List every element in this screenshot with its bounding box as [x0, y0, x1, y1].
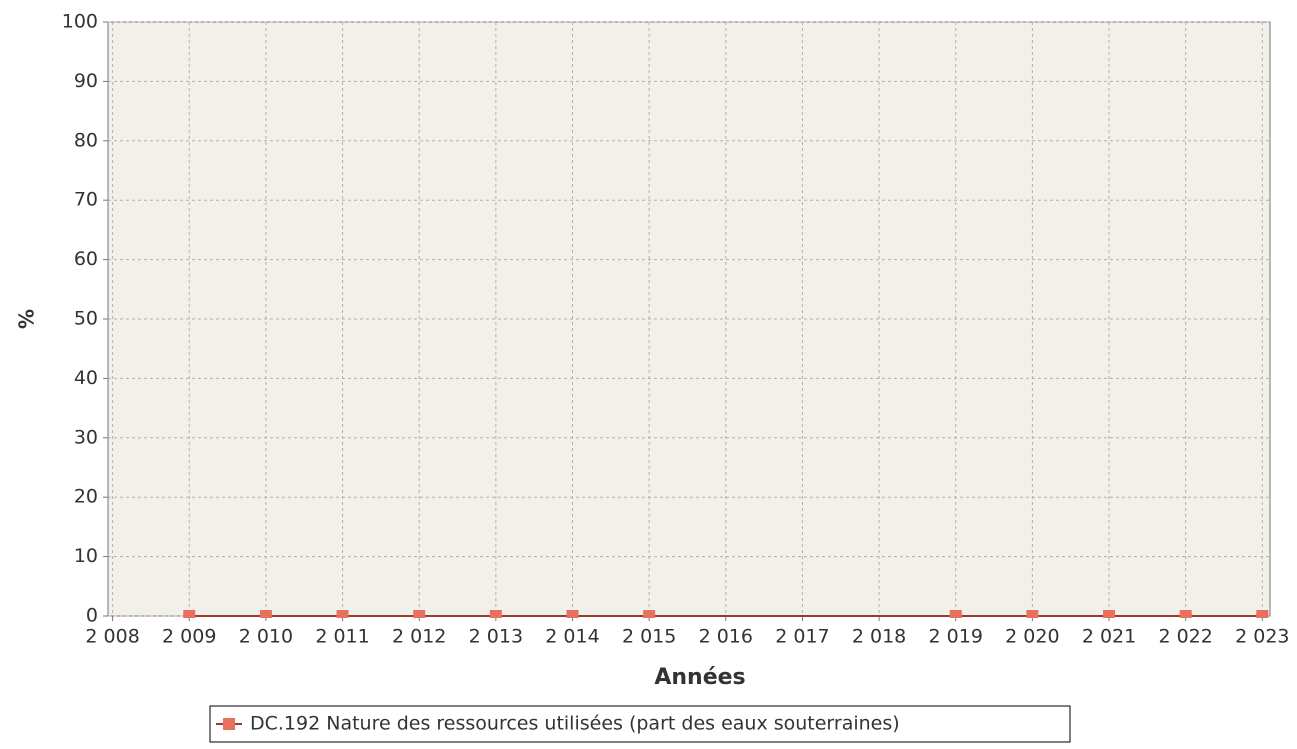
y-tick-label: 20: [74, 486, 98, 508]
x-tick-label: 2 019: [929, 626, 983, 648]
x-tick-label: 2 018: [852, 626, 906, 648]
x-tick-label: 2 013: [469, 626, 523, 648]
x-tick-label: 2 022: [1158, 626, 1212, 648]
legend-marker: [223, 718, 235, 730]
y-tick-label: 0: [86, 605, 98, 627]
data-point: [336, 610, 349, 618]
data-point: [643, 610, 656, 618]
data-point: [566, 610, 579, 618]
y-tick-label: 90: [74, 70, 98, 92]
data-point: [1026, 610, 1039, 618]
legend: [209, 705, 1071, 743]
x-tick-label: 2 021: [1082, 626, 1136, 648]
x-tick-label: 2 020: [1005, 626, 1059, 648]
y-tick-label: 80: [74, 129, 98, 151]
x-axis-title: Années: [654, 665, 745, 690]
x-tick-label: 2 017: [775, 626, 829, 648]
x-tick-label: 2 023: [1235, 626, 1289, 648]
y-axis-title: %: [15, 309, 39, 329]
x-tick-label: 2 011: [315, 626, 369, 648]
y-tick-label: 100: [62, 11, 98, 33]
data-point: [1179, 610, 1192, 618]
x-tick-label: 2 015: [622, 626, 676, 648]
x-tick-label: 2 016: [699, 626, 753, 648]
data-point: [1103, 610, 1116, 618]
y-tick-label: 50: [74, 308, 98, 330]
y-tick-label: 40: [74, 367, 98, 389]
data-point: [949, 610, 962, 618]
x-tick-label: 2 014: [545, 626, 599, 648]
x-tick-label: 2 012: [392, 626, 446, 648]
x-tick-label: 2 010: [239, 626, 293, 648]
y-tick-label: 60: [74, 248, 98, 270]
y-tick-label: 30: [74, 426, 98, 448]
y-tick-label: 10: [74, 545, 98, 567]
data-point: [183, 610, 196, 618]
data-point: [259, 610, 272, 618]
legend-label: DC.192 Nature des ressources utilisées (…: [250, 713, 900, 735]
data-point: [489, 610, 502, 618]
y-tick-label: 70: [74, 189, 98, 211]
x-tick-label: 2 009: [162, 626, 216, 648]
data-point: [413, 610, 426, 618]
x-tick-label: 2 008: [85, 626, 139, 648]
data-point: [1256, 610, 1269, 618]
